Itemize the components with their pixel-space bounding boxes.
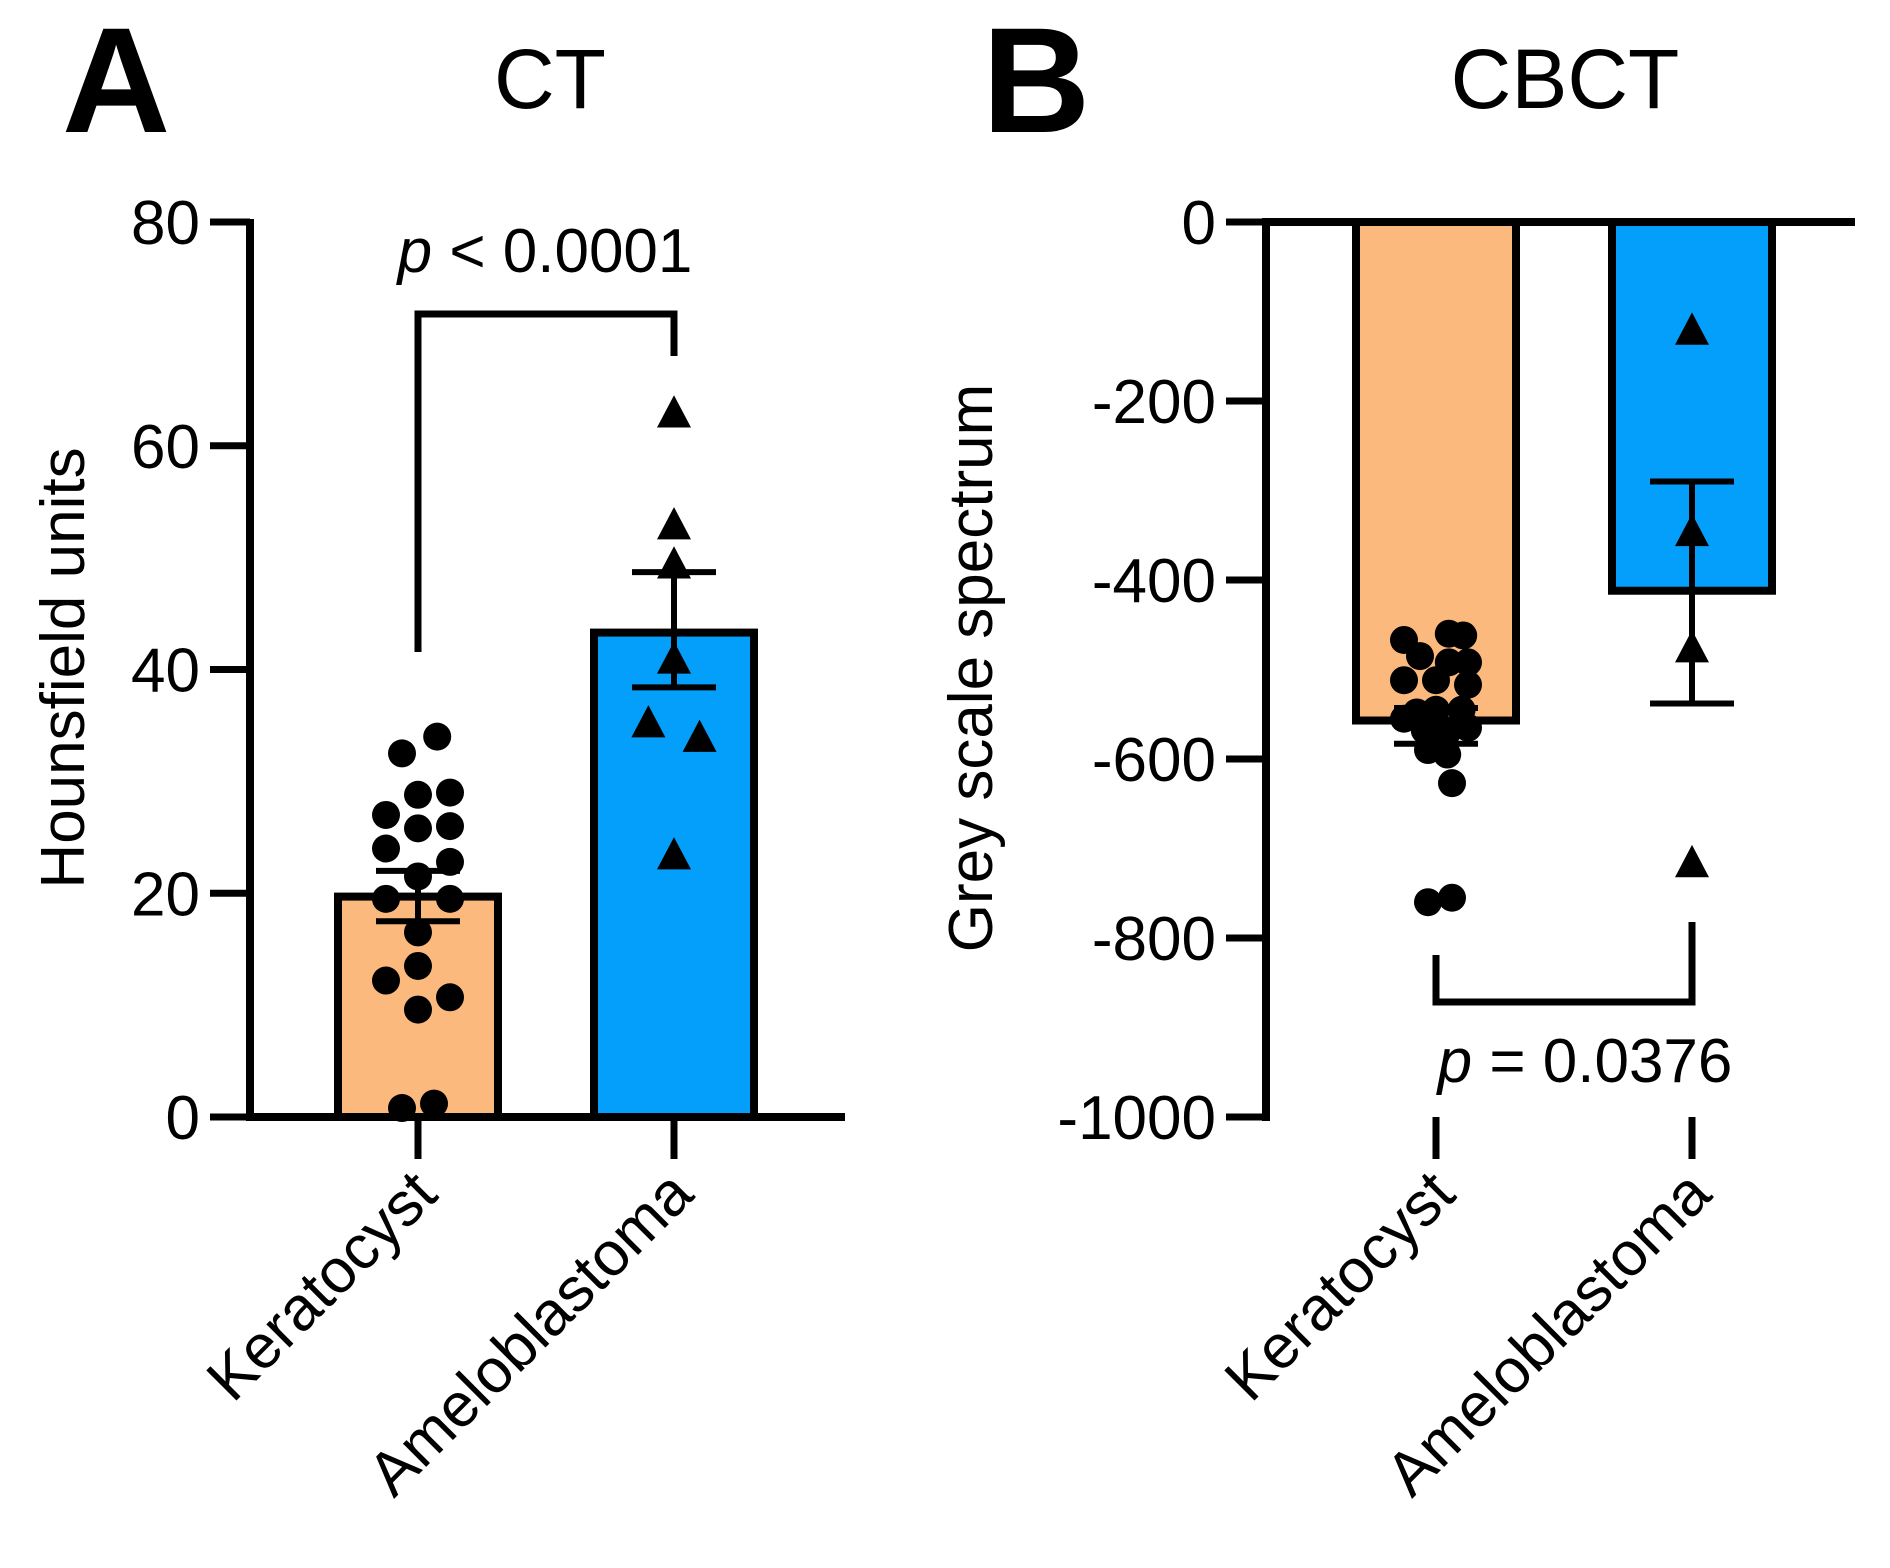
panel-a-x-tick-label: Keratocyst xyxy=(194,1158,450,1414)
panel-a-point-keratocyst-17 xyxy=(404,995,432,1024)
panel-b-point-keratocyst-11 xyxy=(1454,670,1482,699)
panel-a-point-keratocyst-2 xyxy=(423,722,452,751)
panel-a-significance-label: p < 0.0001 xyxy=(396,217,693,286)
panel-a-point-keratocyst-15 xyxy=(372,966,400,995)
panel-a-point-keratocyst-5 xyxy=(404,780,432,809)
panel-b-point-ameloblastoma-1 xyxy=(1675,312,1709,345)
panel-b-plot: 0-200-400-600-800-1000KeratocystAmelobla… xyxy=(1057,189,1855,1509)
panel-b-point-keratocyst-2 xyxy=(1390,666,1418,695)
panel-a-point-ameloblastoma-5 xyxy=(631,705,666,738)
panel-a-point-keratocyst-4 xyxy=(372,834,400,863)
panel-b-point-keratocyst-7 xyxy=(1449,621,1478,650)
panel-a-point-ameloblastoma-2 xyxy=(657,507,691,540)
panel-a-point-keratocyst-7 xyxy=(436,778,464,807)
panel-b-y-tick-label: -1000 xyxy=(1057,1084,1216,1153)
panel-a-point-ameloblastoma-6 xyxy=(682,719,717,752)
panel-a-point-keratocyst-11 xyxy=(372,884,400,913)
panel-b-x-tick-label: Keratocyst xyxy=(1212,1158,1468,1414)
panel-a-point-keratocyst-13 xyxy=(404,918,432,947)
panel-a-y-tick-label: 80 xyxy=(131,189,200,258)
panel-b-y-tick-label: -800 xyxy=(1092,905,1216,974)
panel-a-point-keratocyst-6 xyxy=(404,814,432,843)
panel-a-label: A xyxy=(62,0,170,164)
panel-a-title: CT xyxy=(494,32,606,126)
panel-b-y-tick-label: -600 xyxy=(1092,726,1216,795)
panel-a-point-keratocyst-16 xyxy=(436,983,464,1012)
panel-b-significance-label: p = 0.0376 xyxy=(1436,1027,1733,1096)
panel-b-point-keratocyst-10 xyxy=(1454,648,1482,677)
panel-a: A CT Hounsfield units p < 0.0001 0 20 40 60… xyxy=(29,0,845,1509)
panel-a-point-keratocyst-1 xyxy=(388,739,416,768)
panel-a-y-tick-label: 20 xyxy=(131,860,200,929)
panel-a-y-axis-label: Hounsfield units xyxy=(29,447,98,888)
panel-b-point-ameloblastoma-4 xyxy=(1675,844,1709,878)
panel-b-point-keratocyst-18 xyxy=(1433,740,1462,769)
panel-b-y-axis-label: Grey scale spectrum xyxy=(937,384,1006,953)
panel-a-point-keratocyst-8 xyxy=(436,812,464,841)
panel-b-y-tick-label: -200 xyxy=(1092,368,1216,437)
panel-b-p-symbol: p xyxy=(1436,1027,1472,1096)
panel-a-p-symbol: p xyxy=(396,217,432,286)
panel-b-title: CBCT xyxy=(1451,32,1680,126)
panel-b-point-keratocyst-16 xyxy=(1454,713,1482,742)
panel-a-y-tick-label: 40 xyxy=(131,637,200,706)
panel-a-point-keratocyst-19 xyxy=(420,1089,448,1118)
panel-a-bar-ameloblastoma xyxy=(590,628,758,1121)
panel-a-point-keratocyst-3 xyxy=(372,800,400,829)
panel-b-point-keratocyst-20 xyxy=(1414,888,1442,917)
panel-a-significance-bracket xyxy=(414,310,678,652)
panel-b-label: B xyxy=(982,0,1090,164)
panel-b-y-tick-label: -400 xyxy=(1092,547,1216,616)
panel-a-point-ameloblastoma-7 xyxy=(657,837,691,870)
panel-a-y-tick-label: 0 xyxy=(166,1084,200,1153)
panel-b-bar-keratocyst xyxy=(1352,218,1520,725)
panel-b-p-value: = 0.0376 xyxy=(1472,1027,1732,1096)
panel-a-point-keratocyst-12 xyxy=(436,884,464,913)
panel-b-point-keratocyst-4 xyxy=(1406,642,1434,671)
panel-b-y-tick-label: 0 xyxy=(1182,189,1216,258)
panel-b-point-keratocyst-19 xyxy=(1438,769,1466,798)
panel-b-point-keratocyst-15 xyxy=(1433,718,1462,747)
panel-b-point-keratocyst-21 xyxy=(1438,883,1466,912)
panel-a-y-tick-label: 60 xyxy=(131,413,200,482)
panel-a-point-ameloblastoma-1 xyxy=(657,395,691,428)
panel-b-significance-bracket xyxy=(1432,922,1696,1006)
panel-a-point-keratocyst-14 xyxy=(404,951,432,980)
panel-b: B CBCT Grey scale spectrum p = 0.0376 0 -… xyxy=(937,0,1855,1509)
panel-b-point-keratocyst-9 xyxy=(1434,648,1463,677)
panel-a-p-value: < 0.0001 xyxy=(432,217,692,286)
